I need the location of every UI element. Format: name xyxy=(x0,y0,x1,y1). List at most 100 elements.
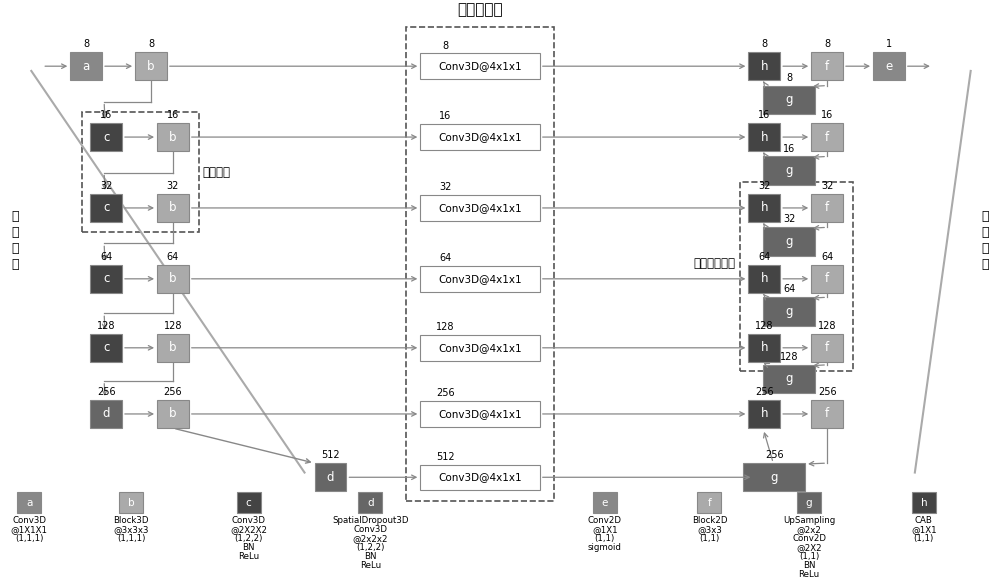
Text: (1,1): (1,1) xyxy=(595,534,615,543)
Text: 256: 256 xyxy=(755,387,774,397)
Text: @2x2x2: @2x2x2 xyxy=(353,534,388,543)
Text: c: c xyxy=(103,341,109,354)
Text: 编
码
阶
段: 编 码 阶 段 xyxy=(12,210,19,271)
FancyBboxPatch shape xyxy=(157,265,189,293)
Text: f: f xyxy=(825,60,829,73)
Text: (1,1): (1,1) xyxy=(799,552,819,561)
Text: Conv3D@4x1x1: Conv3D@4x1x1 xyxy=(438,61,522,71)
Text: 16: 16 xyxy=(821,110,833,120)
Text: (1,1): (1,1) xyxy=(699,534,720,543)
Text: g: g xyxy=(785,93,793,106)
Text: 256: 256 xyxy=(436,388,454,398)
Text: c: c xyxy=(246,498,252,508)
FancyBboxPatch shape xyxy=(811,400,843,428)
FancyBboxPatch shape xyxy=(420,266,540,291)
FancyBboxPatch shape xyxy=(119,492,143,513)
FancyBboxPatch shape xyxy=(811,52,843,80)
Text: g: g xyxy=(806,498,812,508)
Text: b: b xyxy=(147,60,155,73)
FancyBboxPatch shape xyxy=(90,194,122,222)
Text: e: e xyxy=(885,60,893,73)
Text: b: b xyxy=(169,341,177,354)
Text: c: c xyxy=(103,272,109,286)
FancyBboxPatch shape xyxy=(811,265,843,293)
Text: d: d xyxy=(367,498,374,508)
Text: Conv3D: Conv3D xyxy=(12,516,46,525)
Text: 128: 128 xyxy=(164,321,182,331)
Text: b: b xyxy=(128,498,134,508)
Text: Conv3D@4x1x1: Conv3D@4x1x1 xyxy=(438,274,522,284)
Text: 256: 256 xyxy=(97,387,115,397)
Text: g: g xyxy=(785,164,793,177)
Text: 512: 512 xyxy=(436,451,454,462)
Text: 8: 8 xyxy=(824,39,830,49)
Text: h: h xyxy=(761,407,768,420)
Text: 双线性上采样: 双线性上采样 xyxy=(693,257,735,270)
FancyBboxPatch shape xyxy=(90,400,122,428)
Text: e: e xyxy=(602,498,608,508)
Text: UpSampling: UpSampling xyxy=(783,516,835,525)
Text: 8: 8 xyxy=(786,73,792,83)
Text: Conv3D@4x1x1: Conv3D@4x1x1 xyxy=(438,343,522,353)
Text: 32: 32 xyxy=(439,182,451,192)
Text: CAB: CAB xyxy=(915,516,933,525)
Text: ReLu: ReLu xyxy=(799,570,820,578)
Text: @3x3x3: @3x3x3 xyxy=(113,525,149,534)
Text: @2X2X2: @2X2X2 xyxy=(230,525,267,534)
Text: 卷积阶段: 卷积阶段 xyxy=(203,166,231,179)
Text: 解
码
阶
段: 解 码 阶 段 xyxy=(981,210,988,271)
Text: b: b xyxy=(169,272,177,286)
Text: Block2D: Block2D xyxy=(692,516,727,525)
Text: d: d xyxy=(102,407,110,420)
Text: 32: 32 xyxy=(821,181,833,191)
FancyBboxPatch shape xyxy=(90,334,122,362)
Text: SpatialDropout3D: SpatialDropout3D xyxy=(332,516,409,525)
FancyBboxPatch shape xyxy=(763,365,815,393)
FancyBboxPatch shape xyxy=(748,123,780,151)
Text: a: a xyxy=(83,60,90,73)
Text: 32: 32 xyxy=(167,181,179,191)
Bar xyxy=(406,27,554,501)
FancyBboxPatch shape xyxy=(763,86,815,114)
FancyBboxPatch shape xyxy=(811,123,843,151)
Text: 64: 64 xyxy=(439,253,451,263)
Text: 128: 128 xyxy=(97,321,115,331)
Text: 32: 32 xyxy=(758,181,770,191)
FancyBboxPatch shape xyxy=(763,227,815,255)
Text: g: g xyxy=(785,372,793,386)
Text: 512: 512 xyxy=(321,450,340,460)
Text: Conv2D: Conv2D xyxy=(792,534,826,543)
Text: 64: 64 xyxy=(821,252,833,262)
Text: 16: 16 xyxy=(758,110,770,120)
FancyBboxPatch shape xyxy=(748,400,780,428)
Text: 32: 32 xyxy=(783,214,795,224)
Text: 8: 8 xyxy=(148,39,154,49)
FancyBboxPatch shape xyxy=(420,465,540,490)
Text: 16: 16 xyxy=(783,143,795,154)
FancyBboxPatch shape xyxy=(157,400,189,428)
Bar xyxy=(740,183,853,372)
Text: 128: 128 xyxy=(780,352,798,362)
Text: c: c xyxy=(103,202,109,214)
Text: h: h xyxy=(761,341,768,354)
Text: (1,2,2): (1,2,2) xyxy=(235,534,263,543)
FancyBboxPatch shape xyxy=(157,194,189,222)
FancyBboxPatch shape xyxy=(763,157,815,185)
Text: 16: 16 xyxy=(167,110,179,120)
Text: (1,2,2): (1,2,2) xyxy=(356,543,385,552)
Text: 16: 16 xyxy=(100,110,112,120)
FancyBboxPatch shape xyxy=(157,334,189,362)
Text: b: b xyxy=(169,407,177,420)
Text: 256: 256 xyxy=(818,387,836,397)
Text: 8: 8 xyxy=(83,39,89,49)
FancyBboxPatch shape xyxy=(763,297,815,325)
Text: @3x3: @3x3 xyxy=(697,525,722,534)
Text: h: h xyxy=(761,60,768,73)
Text: b: b xyxy=(169,202,177,214)
Text: (1,1,1): (1,1,1) xyxy=(15,534,43,543)
Text: BN: BN xyxy=(364,552,377,561)
FancyBboxPatch shape xyxy=(811,334,843,362)
Text: f: f xyxy=(708,498,711,508)
Text: (1,1,1): (1,1,1) xyxy=(117,534,145,543)
FancyBboxPatch shape xyxy=(135,52,167,80)
